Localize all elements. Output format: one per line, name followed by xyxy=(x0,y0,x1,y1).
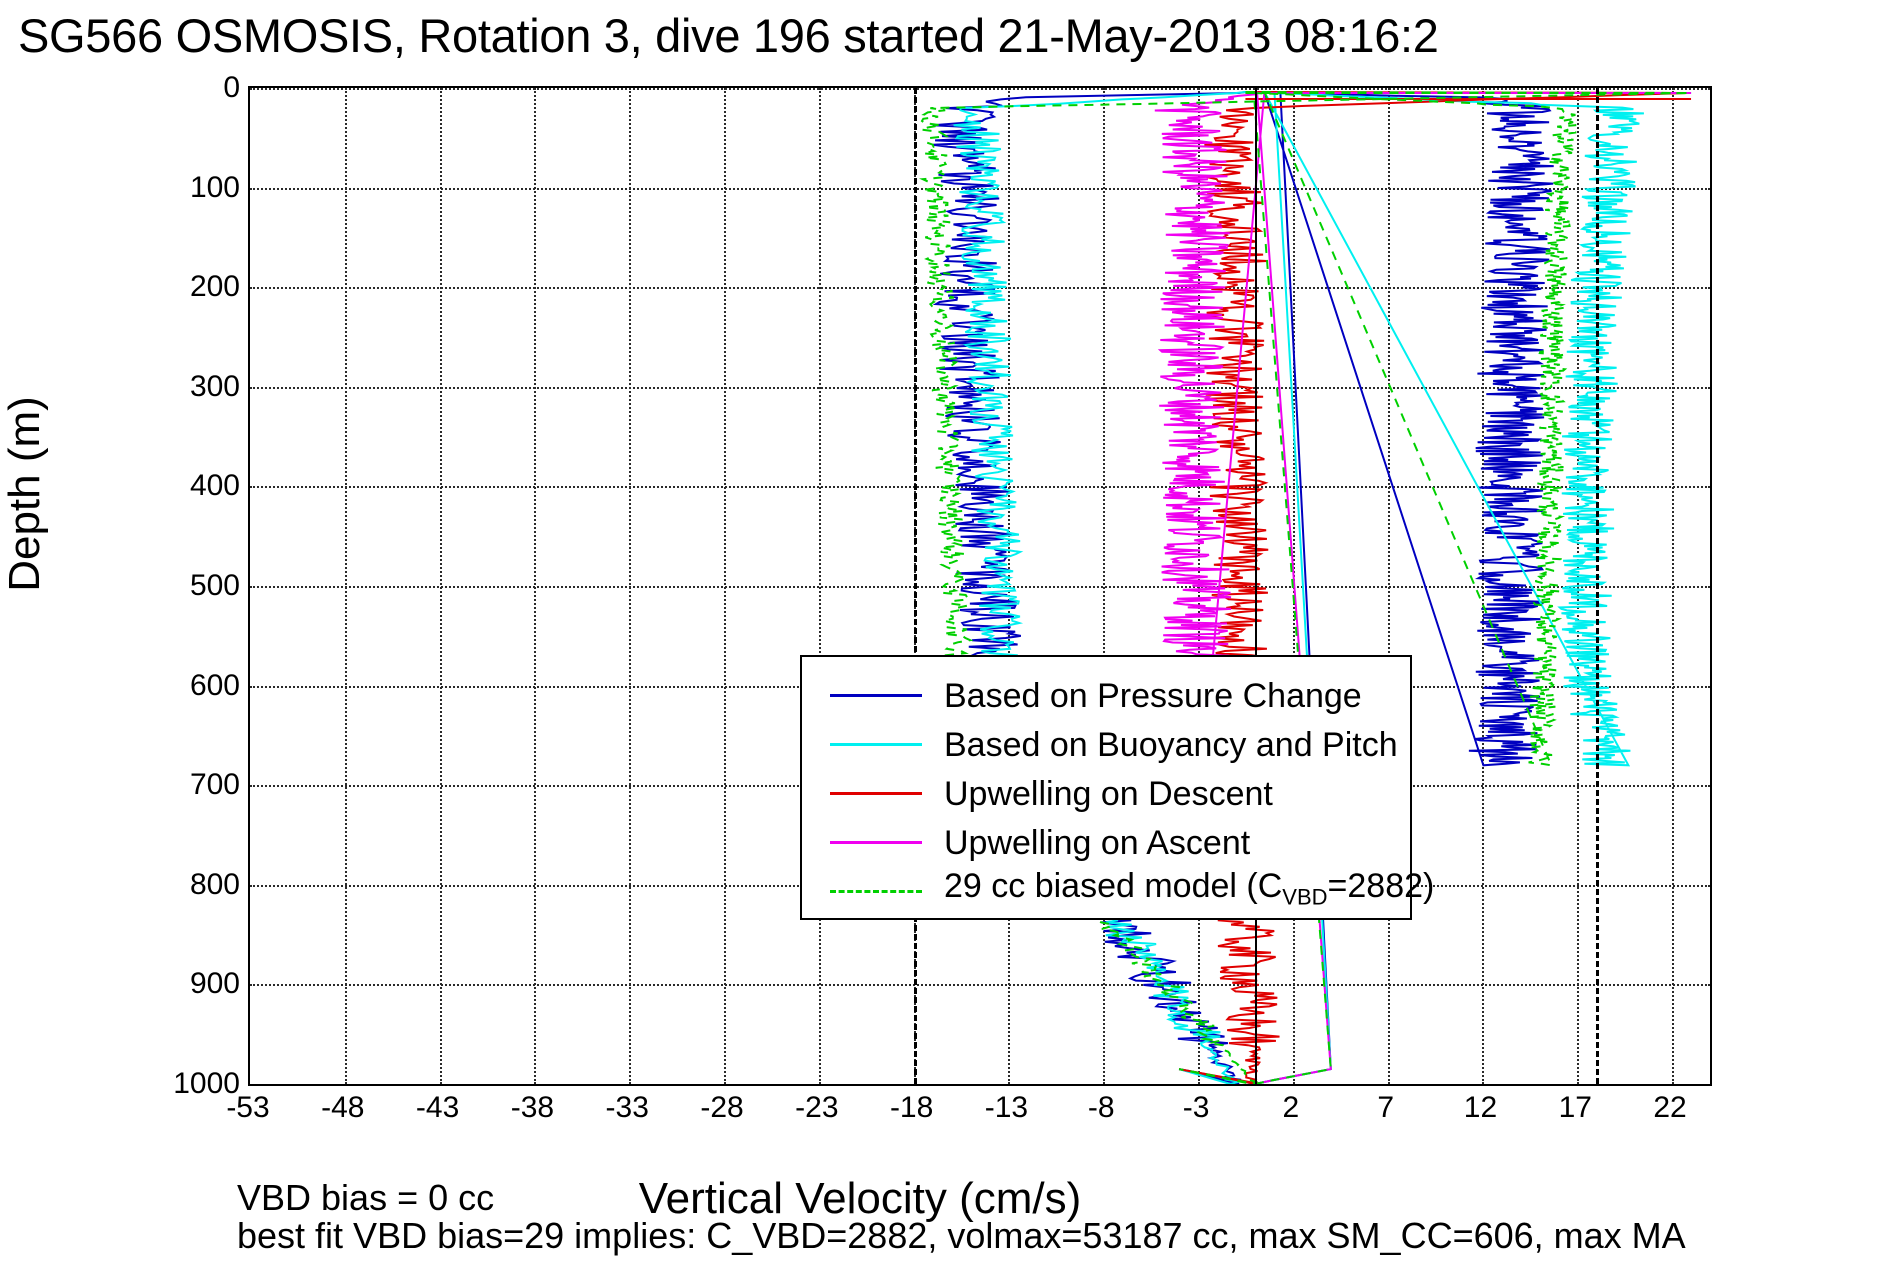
series-line xyxy=(918,91,1690,1084)
grid-line-horizontal xyxy=(250,486,1710,489)
y-tick-label: 200 xyxy=(189,270,240,304)
y-tick-label: 300 xyxy=(189,369,240,403)
series-line xyxy=(1154,91,1332,1084)
series-line xyxy=(1254,91,1644,1084)
y-tick-label: 0 xyxy=(223,71,240,104)
y-tick-label: 1000 xyxy=(173,1067,240,1100)
legend-item[interactable]: Upwelling on Ascent xyxy=(802,818,1410,867)
legend-label-tail: =2882) xyxy=(1327,866,1435,905)
legend-item-label: Upwelling on Descent xyxy=(944,774,1273,813)
legend-swatch-line xyxy=(830,841,922,844)
x-tick-label: -38 xyxy=(510,1091,555,1124)
y-tick-label: 500 xyxy=(189,569,240,602)
series-line xyxy=(1252,91,1577,1084)
x-tick-label: -8 xyxy=(1087,1091,1115,1124)
y-tick-label: 600 xyxy=(189,668,240,702)
x-tick-label: 17 xyxy=(1558,1091,1592,1124)
x-tick-label: 12 xyxy=(1463,1091,1498,1124)
best-fit-annotation: best fit VBD bias=29 implies: C_VBD=2882… xyxy=(237,1215,1686,1256)
legend-item[interactable]: Based on Buoyancy and Pitch xyxy=(802,720,1410,769)
x-tick-label: 7 xyxy=(1377,1091,1394,1124)
x-tick-label: 22 xyxy=(1653,1091,1687,1124)
x-tick-label: -23 xyxy=(795,1091,839,1124)
legend-item-label: Based on Pressure Change xyxy=(944,676,1362,715)
x-tick-label: 2 xyxy=(1282,1091,1300,1124)
legend-label-main: 29 cc biased model (C xyxy=(944,866,1283,905)
series-line xyxy=(1178,91,1688,1084)
x-tick-label: -43 xyxy=(415,1091,460,1124)
x-axis-label: Vertical Velocity (cm/s) xyxy=(638,1174,1082,1223)
grid-line-horizontal xyxy=(250,984,1710,987)
series-line xyxy=(953,91,1256,1084)
y-tick-label: 400 xyxy=(189,469,240,503)
reference-line-dashed xyxy=(1596,88,1600,1084)
y-axis-ticks: 0 100 200 300 400 500 600 700 800 900 1000 xyxy=(128,73,240,1099)
series-line xyxy=(1254,91,1554,1084)
y-tick-label: 900 xyxy=(189,967,240,1001)
legend-swatch-line xyxy=(830,694,922,697)
grid-line-horizontal xyxy=(250,187,1710,190)
x-tick-label: -13 xyxy=(984,1091,1029,1124)
legend-swatch-line xyxy=(830,743,922,746)
legend-item-label: 29 cc biased model (CVBD=2882) xyxy=(944,868,1434,916)
x-tick-label: -3 xyxy=(1182,1091,1210,1124)
legend-item-label: Based on Buoyancy and Pitch xyxy=(944,725,1398,764)
x-tick-label: -18 xyxy=(889,1091,934,1124)
vbd-bias-annotation: VBD bias = 0 cc xyxy=(237,1177,495,1218)
figure-title: SG566 OSMOSIS, Rotation 3, dive 196 star… xyxy=(18,9,1439,62)
y-axis-label: Depth (m) xyxy=(0,396,49,592)
legend-item-label: Upwelling on Ascent xyxy=(944,823,1251,862)
legend-swatch-line xyxy=(830,890,922,893)
y-tick-label: 700 xyxy=(189,768,240,802)
x-tick-label: -28 xyxy=(700,1091,744,1124)
data-curves xyxy=(918,91,1692,1084)
plot-area xyxy=(248,86,1712,1086)
grid-line-horizontal xyxy=(250,88,1710,90)
y-tick-label: 800 xyxy=(189,867,240,901)
series-line xyxy=(932,91,1256,1084)
legend-label-subscript: VBD xyxy=(1282,884,1328,910)
reference-line-dashed xyxy=(913,88,917,1084)
x-tick-label: -53 xyxy=(226,1091,270,1124)
legend-swatch-line xyxy=(830,792,922,795)
legend-item[interactable]: 29 cc biased model (CVBD=2882) xyxy=(802,867,1434,916)
legend-item[interactable]: Upwelling on Descent xyxy=(802,769,1410,818)
grid-line-horizontal xyxy=(250,386,1710,389)
legend: Based on Pressure Change Based on Buoyanc… xyxy=(800,655,1434,920)
reference-line-solid xyxy=(1254,88,1257,1084)
x-axis-ticks: -53 -48 -43 -38 -33 -28 -23 -18 -13 -8 -3 2 7 12 17 22 xyxy=(226,1091,1712,1130)
y-tick-label: 100 xyxy=(189,170,240,204)
x-tick-label: -33 xyxy=(605,1091,649,1124)
x-tick-label: -48 xyxy=(321,1091,365,1124)
legend-item[interactable]: Based on Pressure Change xyxy=(802,671,1410,720)
